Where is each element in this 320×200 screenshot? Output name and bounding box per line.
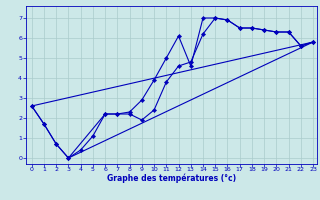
X-axis label: Graphe des températures (°c): Graphe des températures (°c) [107, 174, 236, 183]
